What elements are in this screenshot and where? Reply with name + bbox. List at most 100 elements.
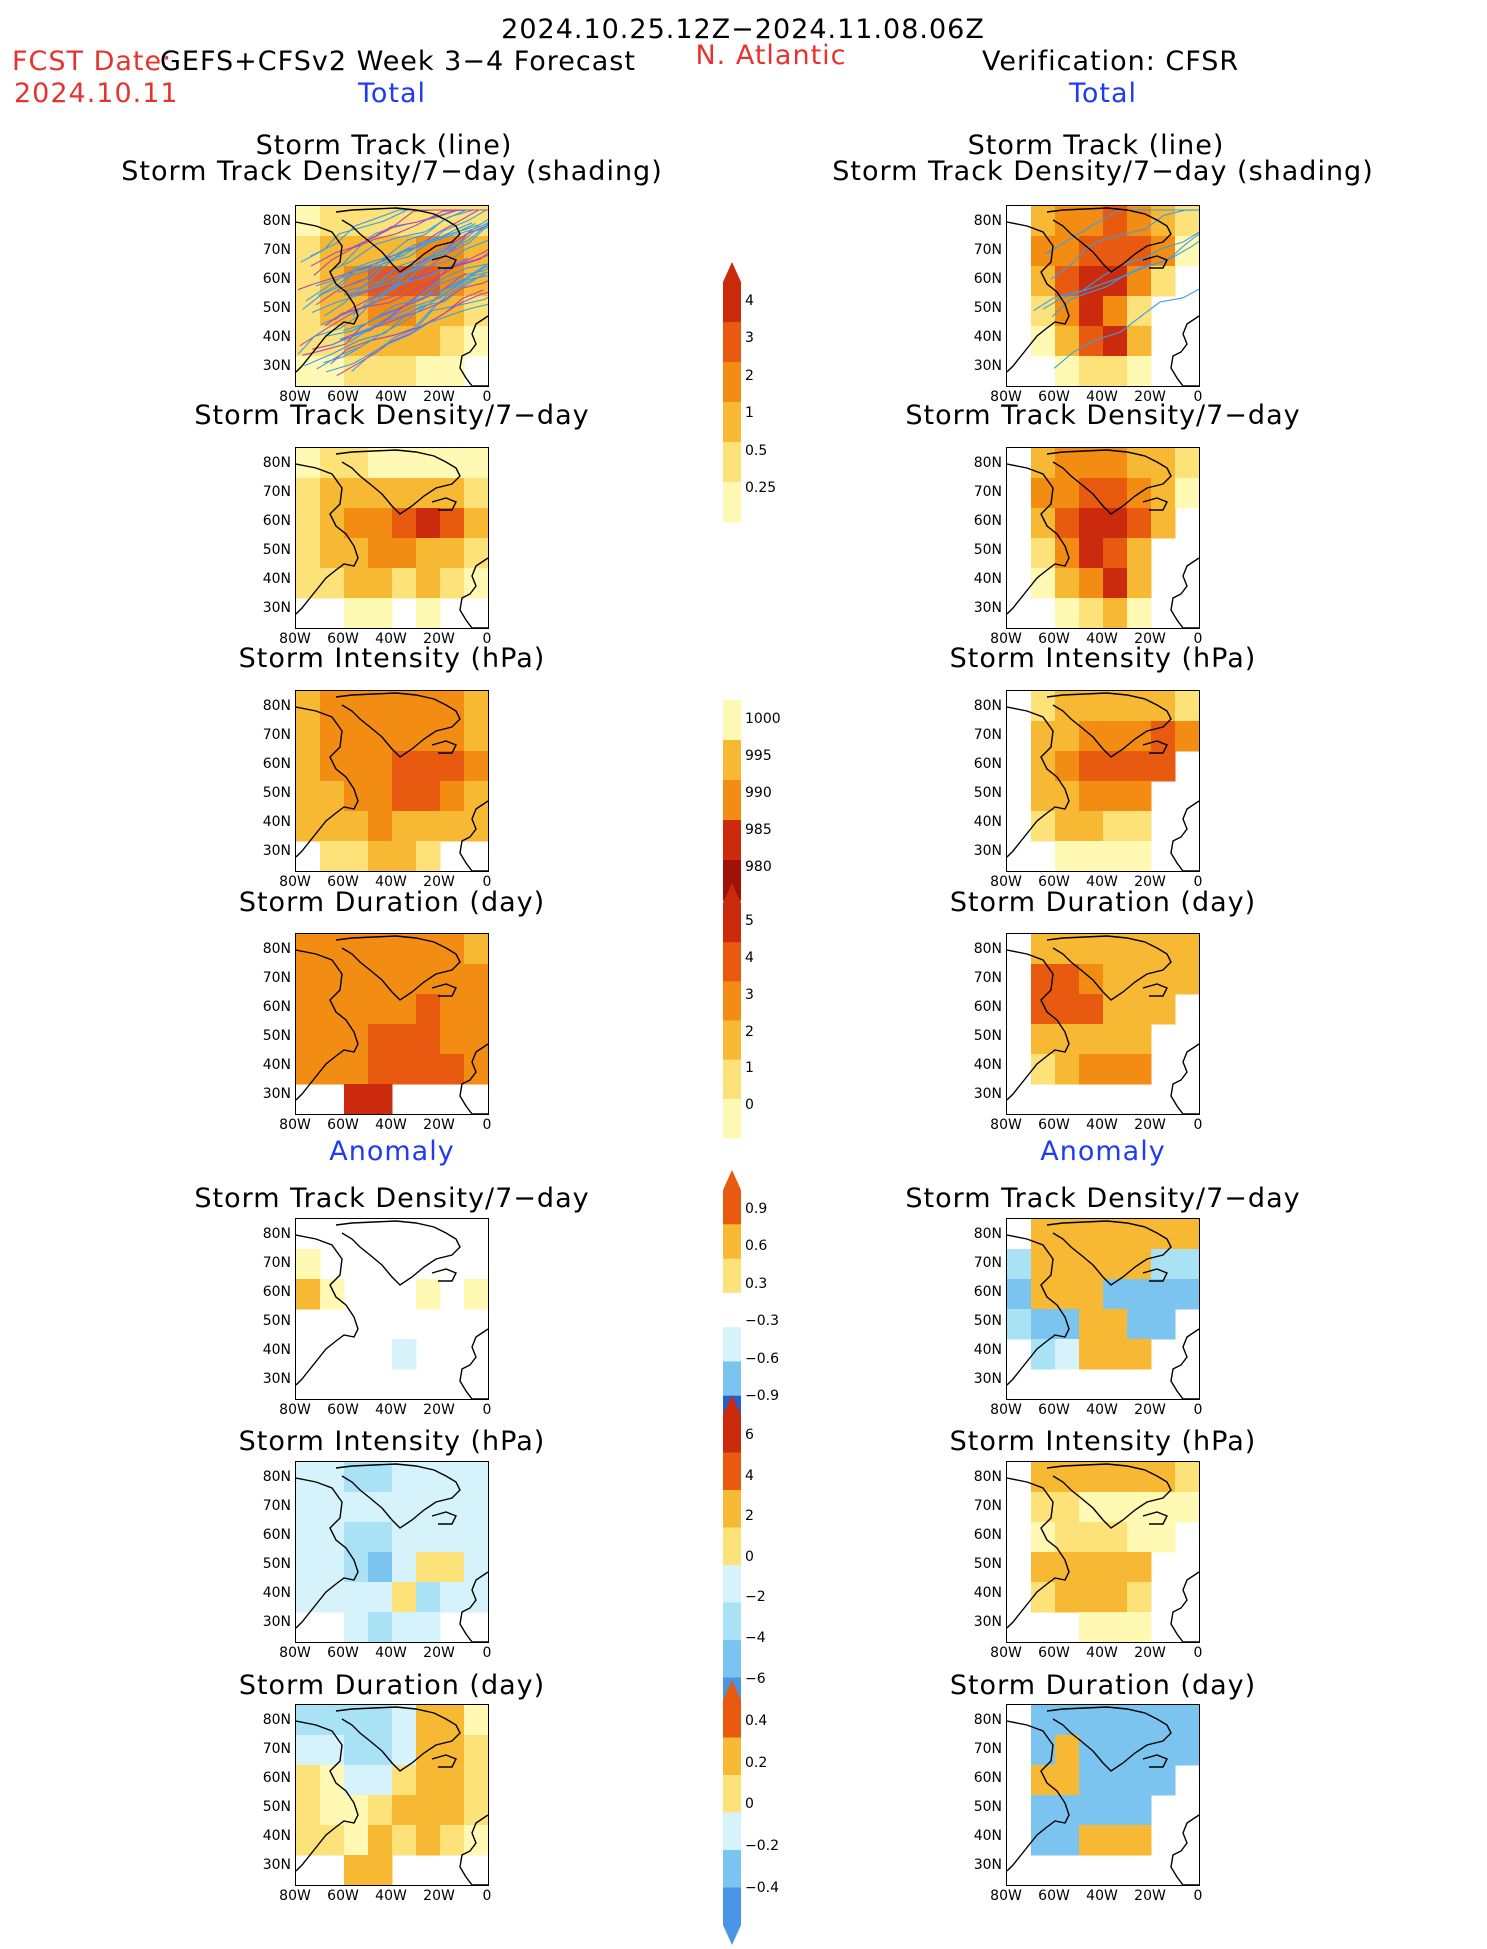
lat-tick-label: 60N [262, 271, 291, 287]
lon-tick-label: 20W [423, 1402, 455, 1418]
colorbar-tick-label: 980 [745, 858, 772, 875]
panel-title-duration-anom-right: Storm Duration (day) [949, 1670, 1257, 1701]
lon-tick-label: 40W [1086, 1402, 1118, 1418]
heat-cell [1079, 1024, 1104, 1055]
heat-cell [464, 1492, 488, 1523]
colorbar-segment [723, 981, 741, 1021]
colorbar-upper-triangle [723, 883, 741, 903]
heat-cell [464, 326, 488, 357]
storm-track-line [1045, 209, 1199, 255]
lon-tick-label: 40W [1086, 1645, 1118, 1661]
heat-cell [368, 751, 393, 782]
heat-cell [296, 1582, 321, 1613]
storm-track-line [327, 263, 488, 337]
colorbar-tick-label: 3 [745, 330, 754, 347]
heat-cell [1127, 356, 1152, 386]
lon-tick-label: 40W [1086, 389, 1118, 405]
heat-cell [368, 448, 393, 479]
heat-cell [1055, 721, 1080, 752]
heat-cell [1079, 538, 1104, 569]
greenland-coast [335, 1463, 461, 1529]
region-title: N. Atlantic [695, 40, 847, 71]
heat-cell [440, 1735, 465, 1766]
heat-cell [368, 598, 393, 628]
colorbar-segment [723, 322, 741, 363]
heat-cell [1031, 994, 1056, 1025]
colorbar-tick-label: 4 [745, 1467, 754, 1484]
colorbar-segment [723, 700, 741, 741]
storm-track-line [330, 291, 488, 365]
fcst-date: 2024.10.11 [14, 78, 179, 109]
storm-track-line [305, 223, 476, 302]
panel-title-density-left: Storm Track Density/7−day [194, 400, 590, 431]
heat-cell [392, 1795, 417, 1826]
lat-tick-label: 50N [973, 542, 1002, 558]
colorbar-segment [723, 1292, 741, 1328]
heat-cell [344, 1735, 369, 1766]
colorbar-tick-label: 2 [745, 367, 754, 384]
heat-cell [1103, 1612, 1128, 1642]
lon-tick-label: 80W [990, 874, 1022, 890]
iceland-coast [1142, 255, 1168, 269]
lat-tick-label: 50N [973, 1028, 1002, 1044]
lat-tick-label: 70N [262, 970, 291, 986]
lon-tick-label: 20W [1134, 631, 1166, 647]
heat-cell [296, 1795, 321, 1826]
heat-cell [392, 721, 417, 752]
colorbar-tick-label: 1 [745, 405, 754, 422]
storm-track-line [318, 222, 473, 296]
colorbar-segment [723, 740, 741, 781]
heat-cell [1151, 1279, 1176, 1310]
colorbar-segment [723, 1700, 741, 1738]
heat-cell [1079, 1522, 1104, 1553]
colorbar-tick-label: 985 [745, 821, 772, 838]
forecast-duration-anomaly-map [295, 1704, 489, 1886]
heat-cell [392, 751, 417, 782]
heat-cell [368, 1855, 393, 1885]
colorbar-segment [723, 1565, 741, 1603]
heat-cell [392, 1825, 417, 1856]
heat-cell [1079, 751, 1104, 782]
heat-cell [296, 478, 321, 509]
heat-cell [368, 568, 393, 599]
heat-cell [1103, 1765, 1128, 1796]
heat-cell [1103, 236, 1128, 267]
iceland-coast [1142, 1511, 1168, 1525]
iceland-coast [431, 255, 457, 269]
heat-cell [464, 721, 488, 752]
heat-cell [296, 1552, 321, 1583]
storm-track-line [1050, 209, 1199, 280]
heat-cell [1103, 356, 1128, 386]
colorbar-tick-label: 995 [745, 747, 772, 764]
heat-cell [440, 811, 465, 842]
lat-tick-label: 50N [262, 1313, 291, 1329]
heat-cell [344, 994, 369, 1025]
heat-cell [392, 841, 417, 871]
storm-track-line [324, 249, 488, 326]
heat-cell [1103, 1249, 1128, 1280]
lat-tick-label: 70N [973, 1255, 1002, 1271]
heat-cell [440, 1582, 465, 1613]
heat-cell [1175, 448, 1199, 479]
heat-cell [1079, 1765, 1104, 1796]
lat-tick-label: 40N [262, 1057, 291, 1073]
heat-cell [1151, 266, 1176, 297]
heat-cell [1055, 1279, 1080, 1310]
lat-tick-label: 50N [262, 1028, 291, 1044]
heat-cell [1079, 296, 1104, 327]
heat-cell [1079, 326, 1104, 357]
heat-cell [368, 781, 393, 812]
heat-cell [368, 1795, 393, 1826]
lat-tick-label: 60N [262, 999, 291, 1015]
lat-tick-label: 60N [262, 513, 291, 529]
lon-tick-label: 60W [1038, 1645, 1070, 1661]
canada-coast [1007, 1720, 1070, 1872]
lat-tick-label: 70N [262, 727, 291, 743]
heat-cell [1103, 478, 1128, 509]
greenland-coast [1046, 692, 1172, 758]
heat-cell [392, 811, 417, 842]
europe-coast [459, 1043, 488, 1114]
canada-coast [1007, 463, 1070, 615]
heat-cell [344, 1492, 369, 1523]
heat-cell [344, 841, 369, 871]
